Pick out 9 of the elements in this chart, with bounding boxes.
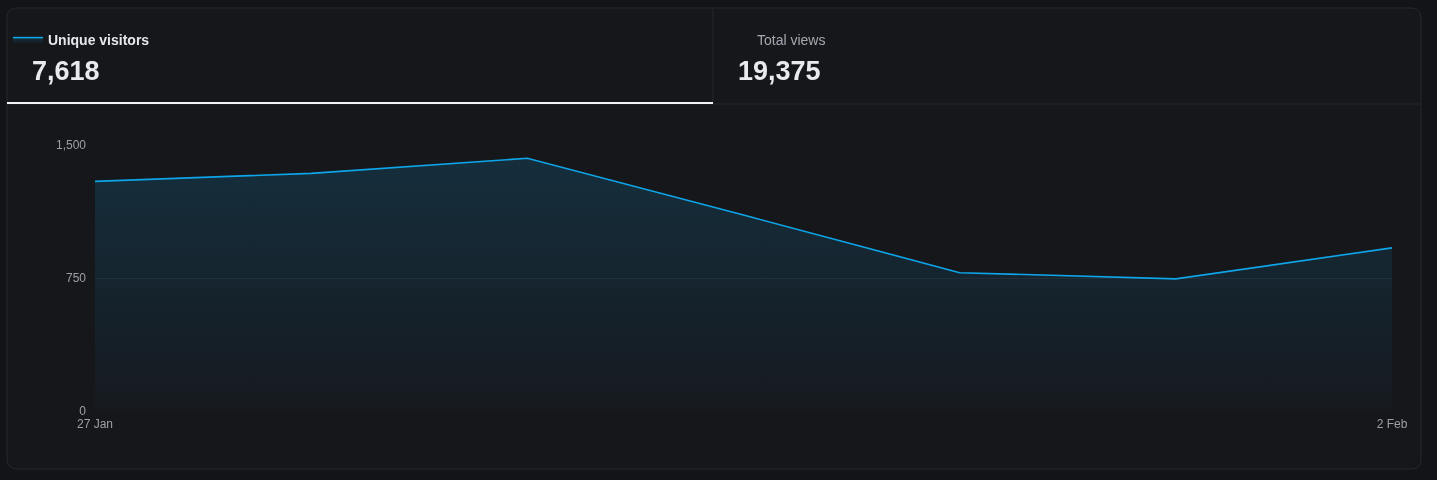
x-tick-label: 2 Feb: [1376, 417, 1408, 431]
text: Total views: [757, 32, 826, 48]
x-tick-label: 27 Jan: [76, 417, 114, 431]
y-tick-label: 1,500: [55, 138, 87, 153]
legend-label: Unique visitors: [48, 32, 150, 49]
y-tick-label: 750: [65, 271, 87, 286]
text: 7,618: [32, 56, 100, 86]
y-tick-label: 0: [79, 404, 87, 419]
text: 19,375: [738, 56, 821, 86]
